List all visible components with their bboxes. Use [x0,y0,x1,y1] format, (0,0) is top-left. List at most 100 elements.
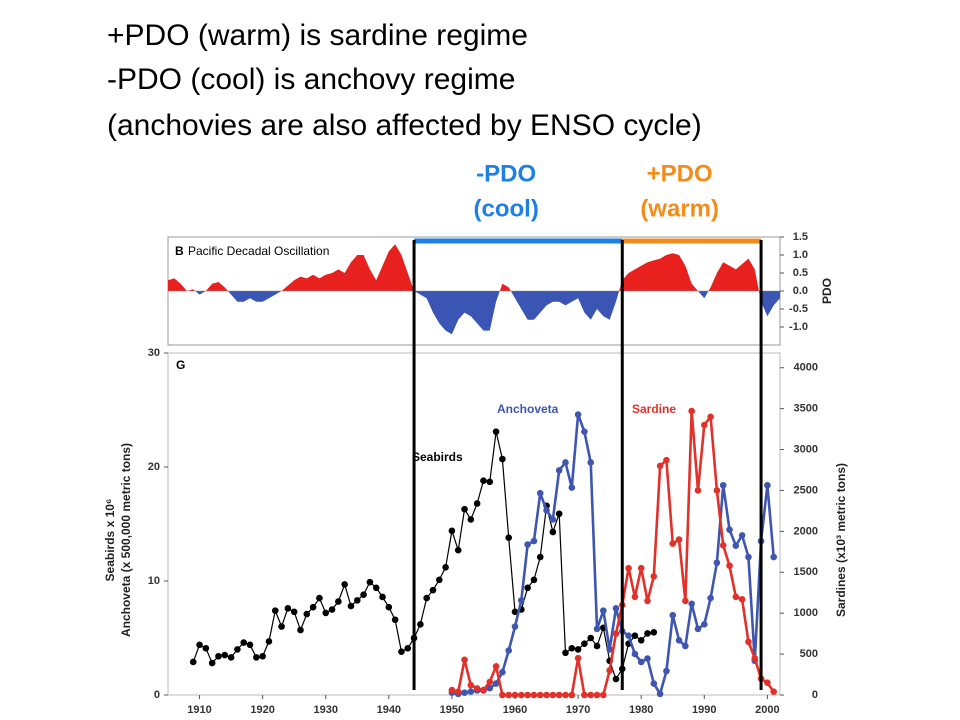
data-point [454,688,462,696]
data-point [511,608,519,616]
data-point [574,646,582,653]
x-tick-label: 1960 [503,704,527,716]
data-point [536,489,544,497]
y-tick-label: 10 [148,575,160,587]
data-point [663,667,670,675]
data-point [719,481,727,489]
data-point [278,623,285,630]
data-point [568,691,576,699]
panel-letter: B [175,244,184,258]
data-point [726,526,733,533]
data-point [253,654,260,661]
data-point [423,594,430,602]
data-point [549,516,557,523]
data-point [486,684,494,692]
series-label: Anchoveta [497,402,559,416]
y2-axis-label: Sardines (x10³ metric tons) [834,463,848,617]
y2-tick-label: 1.5 [793,231,808,243]
data-point [612,675,620,683]
data-point [562,459,569,466]
data-point [189,658,197,666]
data-point [593,625,601,633]
data-point [555,691,563,699]
data-point [473,500,481,507]
data-point [353,597,361,604]
pdo-area-negative [168,291,780,335]
data-point [341,581,348,588]
data-point [700,421,708,429]
regime-label: +PDO [647,160,713,187]
x-tick-label: 1990 [692,704,716,716]
data-point [511,623,519,630]
data-point [669,611,677,619]
data-point [196,641,203,649]
y-axis-label: Anchoveta (x 500,000 metric tons) [119,443,133,637]
y-axis-label: Seabirds x 10⁶ [103,499,117,582]
data-point [227,654,235,661]
data-point [259,652,266,660]
data-point [347,602,355,610]
data-point [505,534,513,541]
data-point [246,641,254,649]
y2-tick-label: 4000 [794,362,818,374]
x-tick-label: 1920 [250,704,274,716]
data-point [700,621,708,628]
data-point [530,691,538,699]
data-point [543,507,550,514]
y2-tick-label: 0.5 [793,267,808,279]
data-point [682,642,689,650]
data-point [764,481,771,489]
data-point [492,680,500,687]
data-point [366,578,374,586]
data-point [770,553,777,561]
data-point [240,639,248,646]
data-point [713,559,721,567]
data-point [650,629,658,636]
y2-tick-label: 2500 [794,484,818,496]
y2-tick-label: 3500 [794,403,818,415]
data-point [669,540,677,547]
data-point [694,625,702,633]
data-point [675,636,683,644]
y2-tick-label: 3000 [794,443,818,455]
data-point [461,689,468,697]
data-point [562,649,569,657]
data-point [631,593,639,601]
data-point [530,537,538,545]
data-point [360,591,367,598]
data-point [234,646,241,653]
data-point [385,603,393,611]
series-line [451,410,775,697]
data-point [568,644,576,652]
data-point [574,654,582,662]
panel-g-frame [167,352,781,696]
data-point [600,607,607,614]
data-point [398,648,405,655]
y2-tick-label: 0 [812,689,818,701]
data-point [297,626,304,634]
data-point [663,456,670,464]
data-point [442,564,449,571]
data-point [631,650,639,658]
data-point [612,605,620,612]
y-tick-label: 20 [148,461,160,473]
data-point [499,455,506,463]
data-point [707,413,714,421]
heading-line: -PDO (cool) is anchovy regime [107,63,515,96]
data-point [271,607,279,614]
y2-tick-label: 1500 [794,566,818,578]
data-point [379,593,386,601]
regime-label: -PDO [476,160,536,187]
y2-tick-label: 500 [800,648,818,660]
data-point [688,600,695,608]
data-point [328,606,336,613]
data-point [587,459,595,466]
y2-tick-label: -1.0 [789,321,808,333]
data-point [650,573,658,580]
data-point [656,462,664,470]
data-point [719,541,727,549]
data-point [461,505,468,513]
data-point [429,586,437,594]
x-tick-label: 1950 [440,704,464,716]
data-point [290,608,298,616]
